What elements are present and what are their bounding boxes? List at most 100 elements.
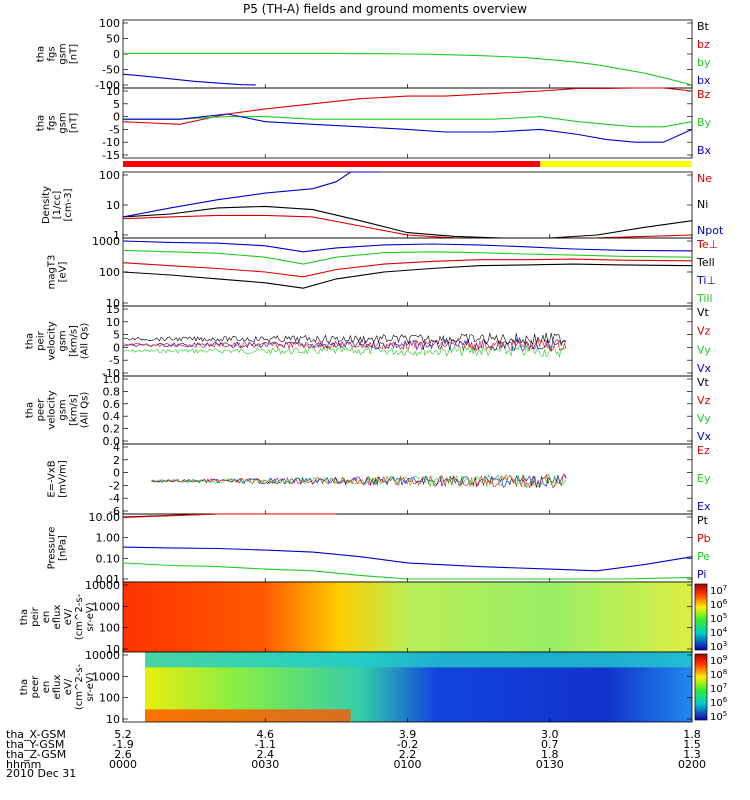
y-axis-label: magT3: [47, 255, 58, 290]
series-line-Bz: [122, 87, 693, 125]
y-axis-label: tha: [19, 609, 30, 625]
y-axis-label: [mV/m]: [58, 460, 69, 498]
y-tick-label: 2: [113, 454, 120, 467]
y-axis-label: [nPa]: [58, 535, 69, 561]
y-axis-label: tha: [25, 333, 36, 349]
y-axis-label: eV/: [63, 678, 74, 695]
noisy-trace: [122, 332, 567, 347]
orbit-row-value: 3.9: [399, 728, 417, 741]
legend-entry: Vy: [697, 412, 711, 425]
orbit-row-value: 2.4: [257, 748, 275, 761]
orbit-row-value: -0.2: [397, 738, 418, 751]
colorbar-tick-label: 109: [710, 654, 727, 667]
y-axis-label: eV/: [63, 608, 74, 625]
panel-frame: [122, 237, 693, 307]
legend-entry: Tell: [696, 256, 715, 269]
legend-entry: Vt: [697, 376, 710, 389]
y-axis-label: (All Qs): [80, 323, 91, 360]
orbit-row-value: 0200: [678, 758, 706, 771]
y-tick-label: 10000: [85, 579, 120, 592]
orbit-row-value: 1.8: [683, 728, 701, 741]
y-tick-label: 10: [106, 199, 120, 212]
y-tick-label: -6: [109, 505, 120, 518]
colorbar: [694, 653, 708, 721]
legend-entry: Pt: [697, 514, 709, 527]
y-tick-label: -15: [102, 149, 120, 162]
orbit-row-label: hhmm: [6, 758, 41, 771]
series-line-Bx: [123, 113, 693, 143]
series-line-Ti⊥: [122, 240, 693, 253]
y-tick-label: -100: [95, 79, 120, 92]
y-tick-label: 0.01: [96, 573, 121, 586]
colorbar-tick-exponent: 9: [723, 654, 727, 662]
y-axis-label: [eV]: [58, 262, 69, 283]
legend-entry: bz: [697, 38, 710, 51]
legend-entry: bx: [697, 74, 711, 87]
orbit-row-label: tha_X-GSM: [6, 728, 66, 741]
legend-entry: Ex: [697, 500, 711, 513]
colorbar-tick-exponent: 3: [723, 640, 727, 648]
legend-entry: Vx: [697, 430, 712, 443]
legend-entry: Vt: [697, 306, 710, 319]
series-line-by: [123, 52, 693, 86]
y-axis-label: (cm^2-s-: [74, 663, 85, 710]
legend-entry: By: [697, 116, 712, 129]
orbit-row-value: 1.3: [683, 748, 701, 761]
legend-entry: by: [697, 56, 711, 69]
orbit-row-value: 0030: [251, 758, 279, 771]
y-tick-label: 100: [99, 17, 120, 30]
legend-entry: Pb: [697, 532, 711, 545]
y-tick-label: 10: [106, 316, 120, 329]
colorbar: [694, 583, 708, 651]
colorbar-tick-exponent: 8: [723, 668, 727, 676]
legend-entry: Bt: [697, 20, 710, 33]
y-tick-label: 0.8: [103, 385, 121, 398]
series-line-Till: [122, 249, 693, 265]
y-tick-label: 0.10: [96, 552, 121, 565]
colorbar-tick-exponent: 6: [723, 598, 728, 606]
y-axis-label: en: [41, 681, 52, 694]
legend-entry: Till: [696, 292, 713, 305]
panel-7: 420-2-4-6 E=-VxB [mV/m] Ez Ey Ex: [47, 441, 711, 518]
y-axis-label: peer: [30, 675, 41, 699]
y-axis-label: peir: [36, 330, 47, 350]
legend-entry: Pi: [697, 568, 706, 581]
y-tick-label: 0.0: [103, 435, 121, 448]
y-axis-label: peir: [30, 606, 41, 626]
orbit-row-value: 0.7: [541, 738, 559, 751]
chart-title: P5 (TH-A) fields and ground moments over…: [243, 2, 527, 16]
y-tick-label: 100: [99, 266, 120, 279]
y-axis-label: eflux: [52, 605, 63, 630]
mode-bar-segment: [540, 161, 692, 167]
orbit-row-value: 2.2: [399, 748, 417, 761]
y-tick-label: 100: [99, 692, 120, 705]
y-tick-label: 0: [113, 341, 120, 354]
y-tick-label: 4: [113, 441, 120, 454]
y-axis-label: sr-eV): [85, 602, 96, 631]
y-axis-label: tha: [19, 679, 30, 695]
series-line-Pi: [122, 546, 693, 572]
colorbar-tick-exponent: 4: [723, 626, 728, 634]
orbit-row-value: 2.6: [114, 748, 132, 761]
y-axis-label: en: [41, 611, 52, 624]
y-tick-label: 100: [99, 169, 120, 182]
y-axis-label: [nT]: [69, 44, 80, 64]
noisy-trace: [151, 473, 567, 489]
series-line-Pe: [122, 562, 693, 580]
y-tick-label: 1000: [92, 235, 120, 248]
y-tick-label: -10: [102, 136, 120, 149]
colorbar-tick-label: 104: [710, 626, 728, 639]
series-line-Te⊥: [122, 258, 693, 278]
panel-6: 1.00.80.60.40.20.0 tha peer velocity gsm [km/…: [25, 373, 712, 448]
colorbar-tick-label: 107: [710, 682, 727, 695]
orbit-row-value: 0000: [109, 758, 137, 771]
orbit-row-value: 1.8: [541, 748, 559, 761]
panel-3: 100 10 1 Density [1/cc] [cm-3] Ne Ni Npot: [41, 169, 724, 242]
y-axis-label: gsm: [58, 399, 69, 420]
spectrogram-gap: [123, 652, 145, 722]
y-tick-label: -50: [102, 64, 120, 77]
panel-1: 100 50 0 -50 -100 tha fgs gsm [nT] Bt bz by bx: [36, 17, 711, 92]
